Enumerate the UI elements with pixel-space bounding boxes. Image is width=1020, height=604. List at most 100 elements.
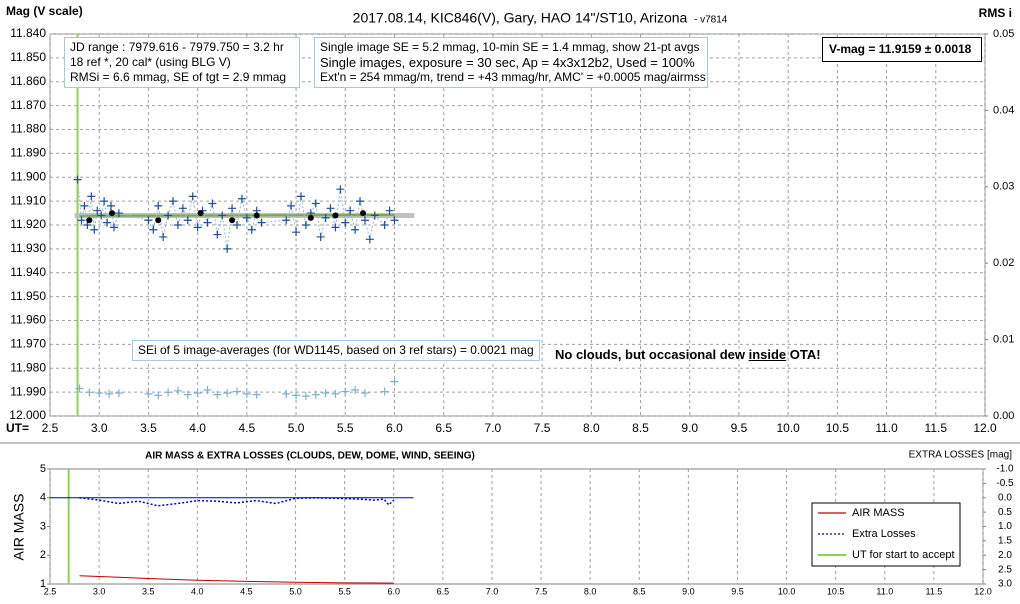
point [287, 201, 296, 210]
x-tick-label: 7.5 [534, 421, 551, 435]
y-tick-label: 11.890 [10, 146, 46, 160]
x-tick-label: 7.0 [486, 586, 499, 596]
average-point [332, 212, 339, 219]
point [301, 221, 310, 229]
average-point [253, 212, 260, 219]
point [173, 221, 182, 229]
point [213, 230, 222, 239]
x-tick-label: 5.0 [289, 586, 302, 596]
y-tick-label: 11.990 [10, 384, 46, 398]
point [356, 197, 365, 206]
point [77, 216, 86, 225]
point [169, 197, 178, 206]
y2-tick-label: 1.5 [998, 536, 1012, 547]
y-tick-label: 11.930 [10, 241, 46, 255]
point [296, 192, 305, 201]
point [326, 204, 335, 213]
point [154, 201, 163, 210]
point [164, 388, 173, 397]
point [242, 213, 251, 222]
y2-tick-label: 0.03 [993, 181, 1014, 193]
y2-tick-label: -1.0 [996, 464, 1014, 475]
y-tick-label: 11.910 [10, 193, 46, 207]
point [183, 390, 192, 399]
x-tick-label: 8.0 [583, 421, 600, 435]
settings-line: Ext'n = 254 mmag/m, trend = +43 mmag/hr,… [320, 70, 706, 84]
point [114, 389, 123, 398]
point [97, 211, 106, 220]
point [95, 389, 104, 398]
point [390, 377, 399, 386]
point [85, 388, 94, 397]
legend-label: UT for start to accept [852, 549, 955, 561]
point [331, 223, 340, 232]
series-line [79, 497, 395, 507]
x-tick-label: 7.0 [485, 421, 502, 435]
y-tick-label: 11.860 [10, 74, 46, 88]
series-line [79, 214, 395, 217]
x-tick-label: 6.5 [437, 586, 450, 596]
point [351, 386, 360, 395]
point [223, 244, 232, 253]
point [213, 390, 222, 399]
x-tick-label: 9.5 [731, 586, 744, 596]
point [188, 192, 197, 201]
x-tick-label: 4.0 [189, 421, 206, 435]
point [247, 225, 256, 234]
y-tick-label: 2 [40, 549, 46, 561]
point [144, 389, 153, 398]
x-tick-label: 2.5 [42, 421, 59, 435]
x-tick-label: 2.5 [44, 586, 57, 596]
note: No clouds, but occasional dew inside OTA… [555, 347, 821, 362]
x-tick-label: 6.0 [386, 421, 403, 435]
x-tick-label: 8.5 [633, 586, 646, 596]
note-text: No clouds, but occasional dew [555, 347, 749, 362]
point [203, 386, 212, 395]
point [292, 228, 301, 237]
average-point [197, 210, 204, 217]
average-point [359, 210, 366, 217]
y-axis-label: AIR MASS [11, 494, 27, 561]
point [114, 209, 123, 218]
point [228, 204, 237, 213]
x-tick-label: 3.0 [91, 421, 108, 435]
point [233, 387, 241, 396]
x-tick-label: 12.0 [973, 421, 997, 435]
point [149, 225, 158, 234]
settings-line: Single image SE = 5.2 mmag, 10-min SE = … [320, 40, 700, 54]
point [360, 389, 369, 398]
note-text: OTA! [786, 347, 821, 362]
point [282, 216, 291, 225]
point [311, 390, 320, 399]
x-tick-label: 11.5 [925, 421, 948, 435]
x-tick-label: 8.0 [584, 586, 597, 596]
x-tick-label: 10.0 [778, 586, 796, 596]
point [164, 211, 173, 220]
sei-box: SEi of 5 image-averages (for WD1145, bas… [132, 340, 540, 361]
x-tick-label: 12.0 [974, 586, 992, 596]
point [105, 389, 114, 398]
y2-tick-label: 0.01 [993, 334, 1014, 346]
note-text: inside [748, 347, 787, 362]
y2-tick-label: -0.5 [996, 478, 1014, 489]
point [100, 197, 109, 206]
point [341, 218, 350, 227]
y2-tick-label: 2.5 [998, 564, 1012, 575]
point [321, 389, 330, 398]
point [80, 201, 89, 210]
y-tick-label: 12.000 [9, 408, 46, 422]
average-point [307, 214, 314, 221]
point [257, 218, 266, 227]
x-tick-label: 6.5 [435, 421, 452, 435]
point [93, 206, 102, 215]
x-tick-label: 10.5 [827, 586, 845, 596]
settings-line: Single images, exposure = 30 sec, Ap = 4… [320, 55, 695, 70]
y2-tick-label: 0.5 [998, 507, 1012, 518]
x-tick-label: 4.5 [238, 421, 255, 435]
title-suffix: - v7814 [694, 15, 728, 26]
y-tick-label: 11.970 [10, 337, 46, 351]
y-tick-label: 11.900 [10, 169, 46, 183]
point [193, 223, 202, 232]
x-tick-label: 10.5 [826, 421, 850, 435]
x-tick-label: 7.5 [535, 586, 548, 596]
